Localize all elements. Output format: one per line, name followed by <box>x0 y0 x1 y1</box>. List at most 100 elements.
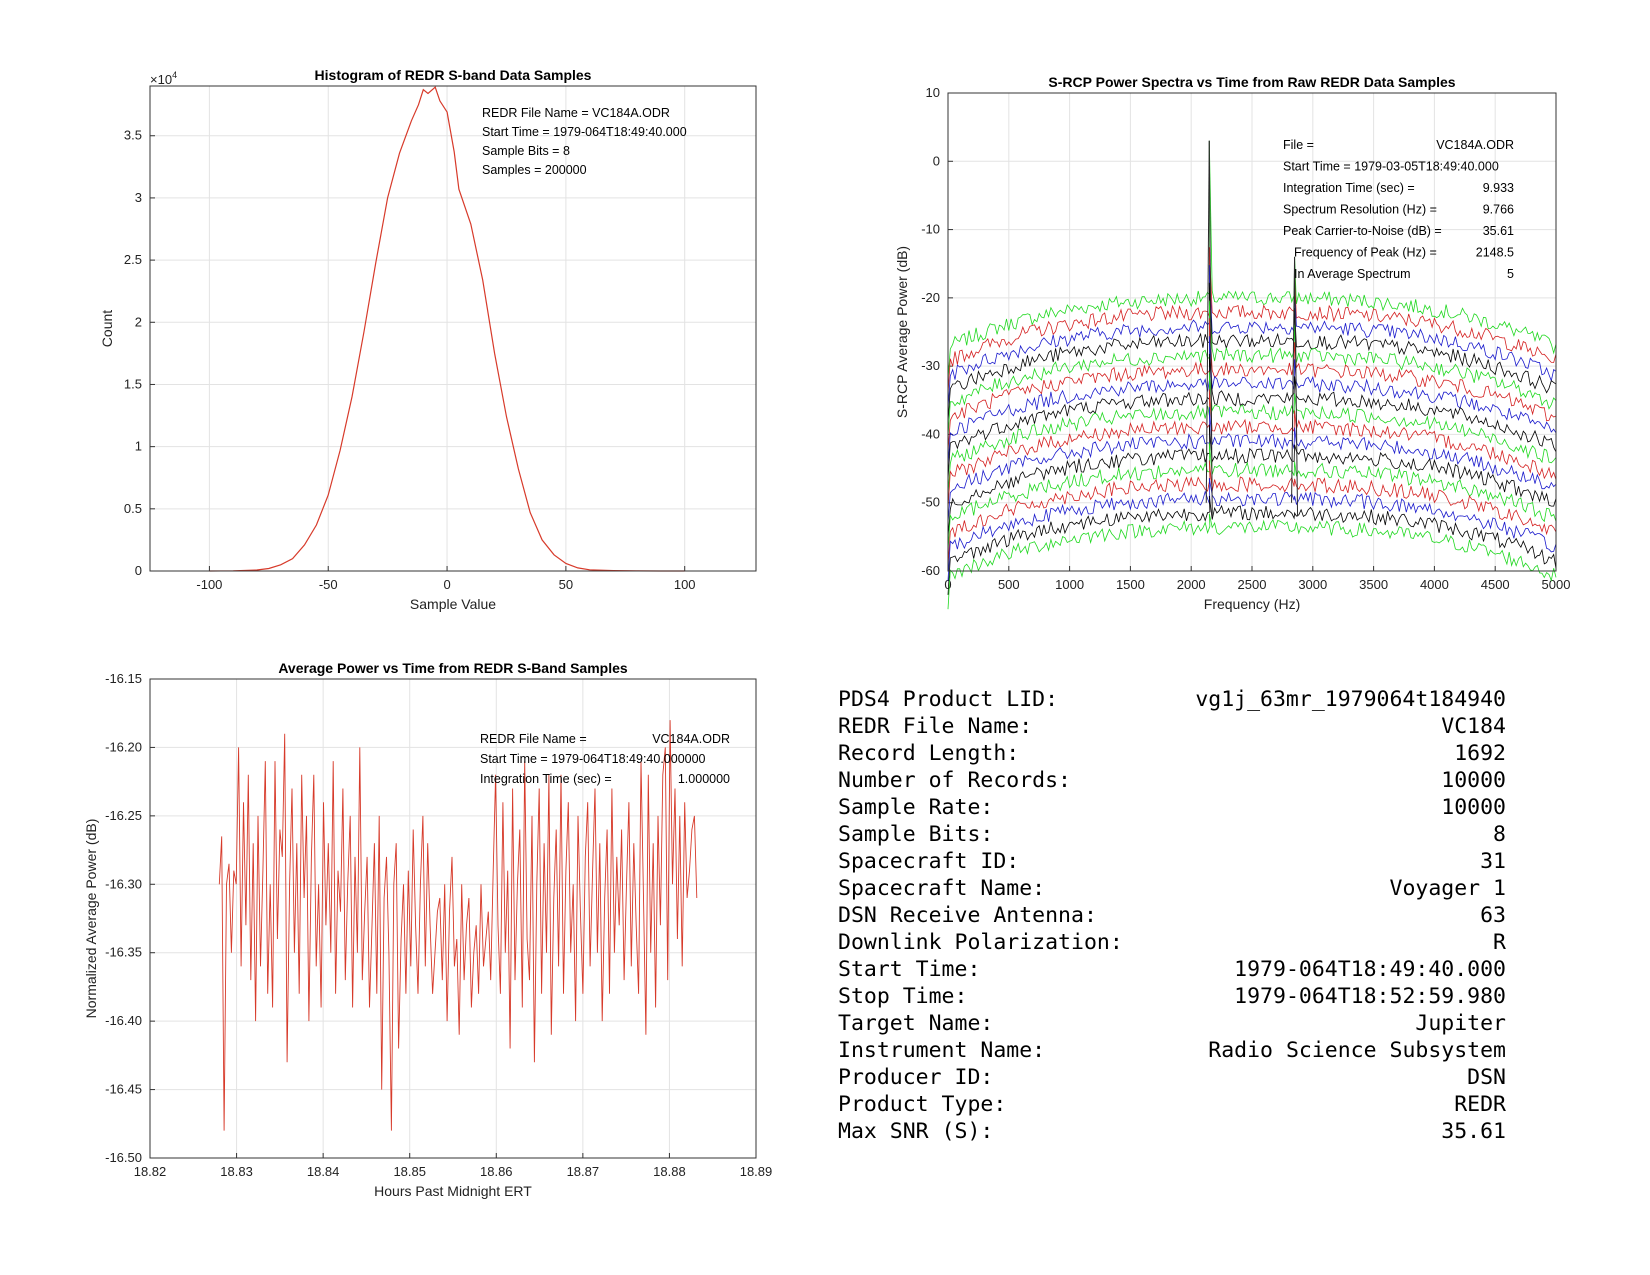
annotation-label: Integration Time (sec) = <box>1283 181 1415 195</box>
x-tick-label: 4000 <box>1420 577 1449 592</box>
x-tick-label: 500 <box>998 577 1020 592</box>
metadata-row: Instrument Name: Radio Science Subsystem <box>838 1037 1506 1064</box>
metadata-label: Producer ID: <box>838 1065 994 1090</box>
metadata-label: Sample Bits: <box>838 822 994 847</box>
metadata-row: Target Name: Jupiter <box>838 1010 1506 1037</box>
power-series-line <box>218 720 698 1131</box>
spectrum-line <box>947 353 1557 481</box>
y-tick-label: -16.25 <box>105 808 142 823</box>
x-tick-label: 2500 <box>1238 577 1267 592</box>
metadata-row: Start Time: 1979-064T18:49:40.000 <box>838 956 1506 983</box>
metadata-label: Sample Rate: <box>838 795 994 820</box>
annotation-label: Spectrum Resolution (Hz) = <box>1283 203 1437 217</box>
carrier-peak-line <box>1205 140 1210 503</box>
y-tick-label: 0 <box>135 563 142 578</box>
x-tick-label: 18.82 <box>134 1164 167 1179</box>
metadata-row: Downlink Polarization: R <box>838 929 1506 956</box>
metadata-value: 31 <box>1480 849 1506 874</box>
spectrum-line <box>947 371 1557 495</box>
spectra-chart: 0 500 1000 1500 2000 2500 3000 3500 4000 4500 5000… <box>894 74 1570 612</box>
x-tick-label: -100 <box>196 577 222 592</box>
y-axis-label: Normalized Average Power (dB) <box>83 819 99 1019</box>
plot-area <box>150 86 756 571</box>
x-tick-label: 18.86 <box>480 1164 513 1179</box>
metadata-label: Instrument Name: <box>838 1038 1046 1063</box>
metadata-row: PDS4 Product LID: vg1j_63mr_1979064t18494… <box>838 686 1506 713</box>
y-axis-label: S-RCP Average Power (dB) <box>894 246 910 418</box>
metadata-value: 10000 <box>1441 795 1506 820</box>
annotation-line: Sample Bits = 8 <box>482 144 570 158</box>
metadata-value: 1979-064T18:52:59.980 <box>1234 984 1506 1009</box>
y-tick-label: 2.5 <box>124 252 142 267</box>
y-tick-label: -30 <box>921 358 940 373</box>
y-tick-label: -60 <box>921 563 940 578</box>
chart-title: Histogram of REDR S-band Data Samples <box>315 67 592 83</box>
power-time-chart: 18.82 18.83 18.84 18.85 18.86 18.87 18.88 18.89… <box>83 660 772 1199</box>
metadata-label: Stop Time: <box>838 984 968 1009</box>
annotation-label: REDR File Name = <box>480 732 587 746</box>
carrier-peak-line <box>1294 256 1299 517</box>
annotation-line: Start Time = 1979-064T18:49:40.000 <box>482 125 687 139</box>
metadata-value: 63 <box>1480 903 1506 928</box>
plot-frame <box>149 678 757 1159</box>
x-tick-label: 1000 <box>1055 577 1084 592</box>
x-tick-label: 18.89 <box>740 1164 773 1179</box>
y-tick-label: -16.45 <box>105 1082 142 1097</box>
y-tick-label: -16.20 <box>105 739 142 754</box>
x-tick-label: 1500 <box>1116 577 1145 592</box>
annotation-value: 9.933 <box>1483 181 1514 195</box>
annotation-label: In Average Spectrum <box>1294 267 1411 281</box>
metadata-value: 1979-064T18:49:40.000 <box>1234 957 1506 982</box>
metadata-value: vg1j_63mr_1979064t184940 <box>1195 687 1506 712</box>
histogram-chart: -100 -50 0 50 100 0 0.5 1 1.5 2 2.5 3 3.5 Histogram o… <box>99 67 757 612</box>
spectrum-line <box>947 424 1557 538</box>
x-tick-label: 3500 <box>1359 577 1388 592</box>
annotation-value: VC184A.ODR <box>1436 138 1514 152</box>
metadata-value: R <box>1493 930 1506 955</box>
metadata-row: Record Length: 1692 <box>838 740 1506 767</box>
y-tick-label: 3.5 <box>124 128 142 143</box>
metadata-value: VC184 <box>1441 714 1506 739</box>
y-tick-label: 10 <box>926 85 940 100</box>
annotation-value: 2148.5 <box>1476 246 1514 260</box>
metadata-value: Radio Science Subsystem <box>1208 1038 1506 1063</box>
spectrum-line <box>947 495 1557 595</box>
metadata-row: Max SNR (S): 35.61 <box>838 1118 1506 1145</box>
metadata-label: DSN Receive Antenna: <box>838 903 1097 928</box>
metadata-label: PDS4 Product LID: <box>838 687 1059 712</box>
x-tick-label: 18.83 <box>220 1164 253 1179</box>
metadata-label: Start Time: <box>838 957 981 982</box>
annotation-value: VC184A.ODR <box>652 732 730 746</box>
annotation-label: Frequency of Peak (Hz) = <box>1294 246 1437 260</box>
plot-frame <box>947 92 1557 572</box>
metadata-label: Product Type: <box>838 1092 1007 1117</box>
metadata-value: DSN <box>1467 1065 1506 1090</box>
metadata-value: 8 <box>1493 822 1506 847</box>
x-tick-label: 0 <box>944 577 951 592</box>
chart-title: Average Power vs Time from REDR S-Band S… <box>278 660 628 676</box>
spectrum-line <box>947 513 1557 610</box>
annotation-line: Samples = 200000 <box>482 163 587 177</box>
annotation-label: Start Time = 1979-03-05T18:49:40.000 <box>1283 160 1499 174</box>
metadata-row: Number of Records: 10000 <box>838 767 1506 794</box>
metadata-row: REDR File Name: VC184 <box>838 713 1506 740</box>
metadata-label: Spacecraft ID: <box>838 849 1020 874</box>
annotation-label: Start Time = 1979-064T18:49:40.000000 <box>480 752 706 766</box>
x-tick-label: 2000 <box>1177 577 1206 592</box>
x-tick-label: 50 <box>559 577 573 592</box>
x-tick-label: 5000 <box>1542 577 1571 592</box>
x-tick-label: 18.84 <box>307 1164 340 1179</box>
annotation-value: 5 <box>1507 267 1514 281</box>
spectrum-line <box>947 140 1557 380</box>
y-tick-label: -10 <box>921 222 940 237</box>
metadata-label: Downlink Polarization: <box>838 930 1123 955</box>
metadata-value: REDR <box>1454 1092 1506 1117</box>
metadata-label: Max SNR (S): <box>838 1119 994 1144</box>
annotation-label: File = <box>1283 138 1314 152</box>
annotation-value: 1.000000 <box>678 772 730 786</box>
x-tick-label: 18.88 <box>653 1164 686 1179</box>
metadata-label: Target Name: <box>838 1011 994 1036</box>
spectrum-line <box>947 442 1557 552</box>
spectrum-line <box>947 460 1557 567</box>
metadata-row: Producer ID: DSN <box>838 1064 1506 1091</box>
